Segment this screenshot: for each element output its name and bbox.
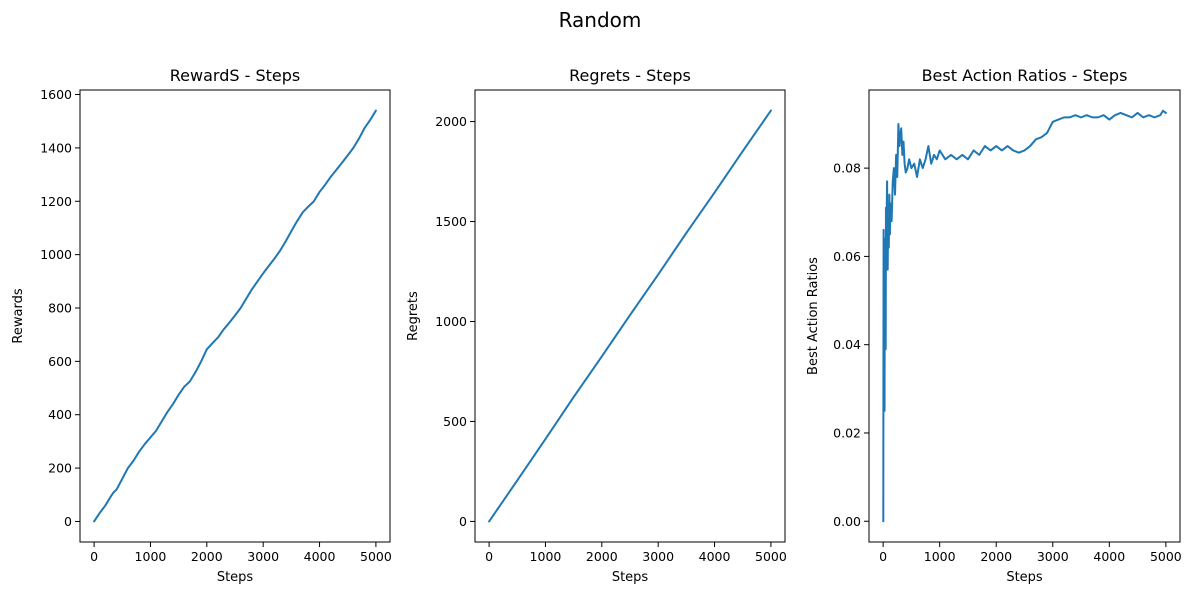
subplot-title: Regrets - Steps [569, 66, 691, 85]
subplot-title: Best Action Ratios - Steps [922, 66, 1128, 85]
y-tick-label: 800 [48, 300, 72, 315]
x-axis-label: Steps [612, 570, 649, 585]
y-tick-label: 0.02 [833, 425, 861, 440]
y-tick-label: 1600 [40, 87, 72, 102]
y-tick-label: 200 [48, 461, 72, 476]
y-tick-label: 1000 [435, 314, 467, 329]
y-tick-label: 0.00 [833, 514, 861, 529]
y-axis-label: Rewards [11, 288, 26, 343]
x-tick-label: 1000 [924, 549, 956, 564]
y-tick-label: 600 [48, 354, 72, 369]
subplot-1: RewardS - Steps 0 1000 2000 3000 4000 5000 0 200… [11, 66, 392, 585]
x-tick-label: 4000 [304, 549, 336, 564]
x-tick-label: 3000 [247, 549, 279, 564]
x-axis-label: Steps [217, 570, 254, 585]
y-tick-label: 2000 [435, 114, 467, 129]
x-tick-label: 0 [90, 549, 98, 564]
y-tick-label: 400 [48, 407, 72, 422]
y-tick-label: 0.08 [833, 161, 861, 176]
y-tick-label: 500 [443, 414, 467, 429]
series-line [882, 109, 1167, 523]
x-tick-label: 3000 [642, 549, 674, 564]
y-axis-label: Regrets [406, 291, 421, 341]
x-tick-label: 0 [879, 549, 887, 564]
x-tick-label: 1000 [530, 549, 562, 564]
series-line [93, 109, 377, 523]
axes-frame [79, 89, 391, 543]
x-tick-label: 0 [485, 549, 493, 564]
subplot-3: Best Action Ratios - Steps 0 1000 2000 3000 4… [806, 66, 1182, 585]
y-tick-label: 0.04 [833, 337, 861, 352]
figure-suptitle: Random [559, 8, 642, 32]
y-tick-label: 1500 [435, 214, 467, 229]
x-axis-label: Steps [1006, 570, 1043, 585]
y-axis-label: Best Action Ratios [806, 257, 821, 375]
x-tick-label: 5000 [755, 549, 787, 564]
y-tick-label: 0 [64, 514, 72, 529]
y-tick-label: 1000 [40, 247, 72, 262]
subplot-2: Regrets - Steps 0 1000 2000 3000 4000 5000 0 500… [406, 66, 787, 585]
axes-frame [868, 89, 1181, 543]
x-tick-label: 2000 [586, 549, 618, 564]
y-tick-label: 1400 [40, 140, 72, 155]
y-tick-label: 1200 [40, 194, 72, 209]
axes-frame [474, 89, 786, 543]
subplot-title: RewardS - Steps [170, 66, 300, 85]
x-tick-label: 4000 [699, 549, 731, 564]
x-tick-label: 5000 [1150, 549, 1182, 564]
x-tick-label: 2000 [980, 549, 1012, 564]
y-tick-label: 0 [459, 514, 467, 529]
x-tick-label: 4000 [1093, 549, 1125, 564]
x-tick-label: 3000 [1037, 549, 1069, 564]
x-tick-label: 5000 [360, 549, 392, 564]
x-tick-label: 2000 [191, 549, 223, 564]
y-tick-label: 0.06 [833, 249, 861, 264]
x-tick-label: 1000 [135, 549, 167, 564]
series-line [488, 109, 772, 523]
